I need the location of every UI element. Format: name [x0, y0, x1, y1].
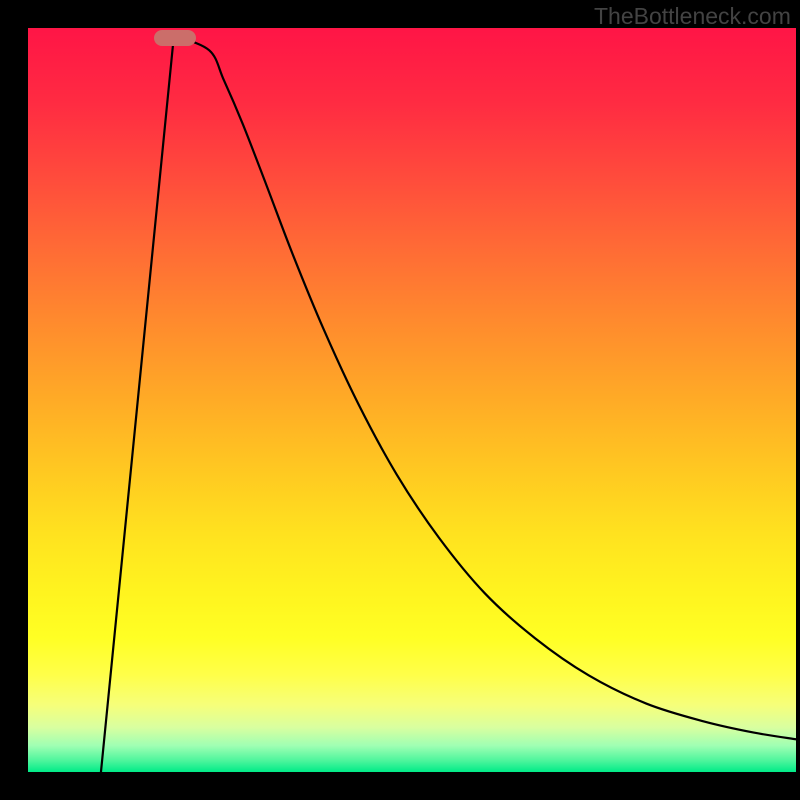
bottleneck-curve	[28, 28, 796, 772]
watermark-text: TheBottleneck.com	[594, 3, 791, 30]
optimal-marker	[154, 30, 196, 46]
frame-left	[0, 0, 28, 800]
plot-area	[28, 28, 796, 772]
frame-right	[796, 0, 800, 800]
frame-bottom	[0, 772, 800, 800]
curve-path	[101, 35, 796, 772]
